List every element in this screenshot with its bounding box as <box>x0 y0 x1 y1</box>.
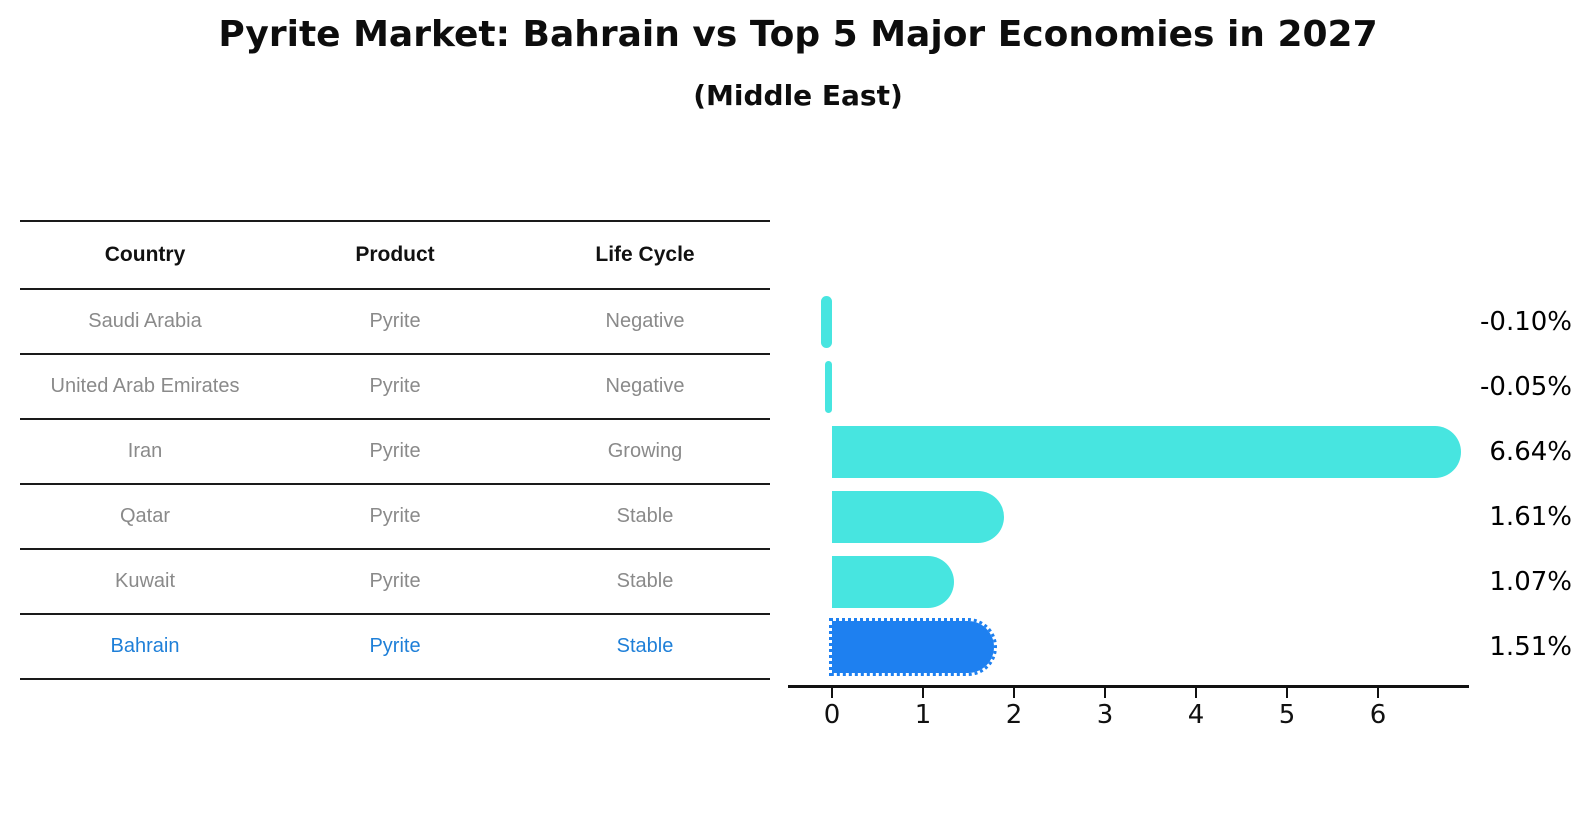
table-row: Bahrain Pyrite Stable <box>20 615 770 680</box>
country-cell: Kuwait <box>114 570 176 592</box>
page-subtitle: (Middle East) <box>693 79 903 112</box>
table-row: Kuwait Pyrite Stable <box>20 550 770 615</box>
table-row: United Arab Emirates Pyrite Negative <box>20 355 770 420</box>
bar-saudi-arabia <box>820 296 832 348</box>
product-cell: Pyrite <box>369 570 421 592</box>
lifecycle-cell: Growing <box>607 440 683 462</box>
table-row: Iran Pyrite Growing <box>20 420 770 485</box>
value-label-bahrain: 1.51% <box>1489 632 1572 662</box>
country-cell: Iran <box>127 440 163 462</box>
table-header-product: Product <box>355 243 435 266</box>
x-tick-label: 1 <box>914 700 932 730</box>
table-header-lifecycle: Life Cycle <box>595 243 695 266</box>
lifecycle-cell: Stable <box>616 635 674 657</box>
value-label-iran: 6.64% <box>1489 437 1572 467</box>
value-label-saudi-arabia: -0.10% <box>1480 307 1572 337</box>
bar-united-arab-emirates <box>825 361 832 413</box>
x-tick-label: 5 <box>1278 700 1296 730</box>
x-tick <box>1013 688 1015 698</box>
x-tick <box>922 688 924 698</box>
table-row: Saudi Arabia Pyrite Negative <box>20 290 770 355</box>
x-tick <box>1286 688 1288 698</box>
x-tick-label: 6 <box>1369 700 1387 730</box>
bar-qatar <box>832 491 1004 543</box>
x-tick-label: 2 <box>1005 700 1023 730</box>
x-tick-label: 3 <box>1096 700 1114 730</box>
product-cell: Pyrite <box>369 375 421 397</box>
lifecycle-cell: Negative <box>605 375 685 397</box>
product-cell: Pyrite <box>369 440 421 462</box>
country-cell: United Arab Emirates <box>50 375 240 397</box>
table-header-country: Country <box>104 243 186 266</box>
x-tick <box>1195 688 1197 698</box>
value-label-qatar: 1.61% <box>1489 502 1572 532</box>
product-cell: Pyrite <box>369 635 421 657</box>
lifecycle-cell: Stable <box>616 505 674 527</box>
bar-kuwait <box>832 556 955 608</box>
comparison-table: Country Product Life Cycle Saudi Arabia … <box>20 220 770 680</box>
x-tick-label: 4 <box>1187 700 1205 730</box>
x-tick-label: 0 <box>823 700 841 730</box>
country-cell: Bahrain <box>110 635 180 657</box>
product-cell: Pyrite <box>369 505 421 527</box>
value-label-kuwait: 1.07% <box>1489 567 1572 597</box>
lifecycle-cell: Stable <box>616 570 674 592</box>
country-cell: Saudi Arabia <box>88 310 202 332</box>
product-cell: Pyrite <box>369 310 421 332</box>
country-cell: Qatar <box>119 505 171 527</box>
bar-iran <box>832 426 1462 478</box>
x-tick <box>1377 688 1379 698</box>
page-title: Pyrite Market: Bahrain vs Top 5 Major Ec… <box>218 14 1378 55</box>
table-header-row: Country Product Life Cycle <box>20 222 770 290</box>
x-tick <box>831 688 833 698</box>
value-label-united-arab-emirates: -0.05% <box>1480 372 1572 402</box>
lifecycle-cell: Negative <box>605 310 685 332</box>
x-tick <box>1104 688 1106 698</box>
table-body: Saudi Arabia Pyrite Negative United Arab… <box>20 290 770 680</box>
table-row: Qatar Pyrite Stable <box>20 485 770 550</box>
x-axis-line <box>788 685 1469 688</box>
bar-bahrain <box>828 618 998 676</box>
